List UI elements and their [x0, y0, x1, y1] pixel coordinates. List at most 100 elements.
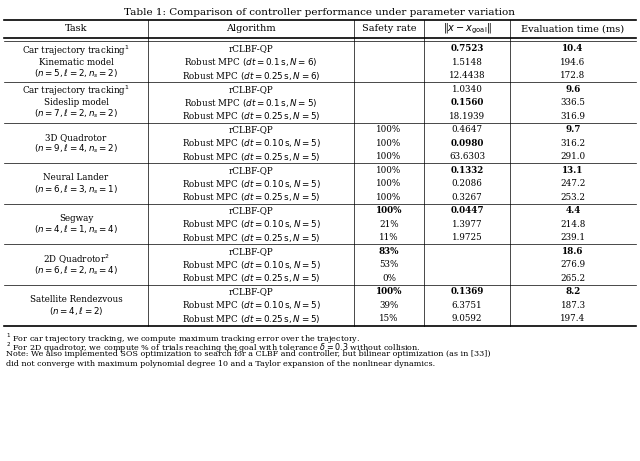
Text: Robust MPC $(dt=0.10\,\mathrm{s}, N=5)$: Robust MPC $(dt=0.10\,\mathrm{s}, N=5)$	[182, 178, 321, 190]
Text: $^1$ For car trajectory tracking, we compute maximum tracking error over the tra: $^1$ For car trajectory tracking, we com…	[6, 331, 360, 346]
Text: Sideslip model: Sideslip model	[44, 98, 109, 107]
Text: rCLBF-QP: rCLBF-QP	[228, 125, 273, 134]
Text: Table 1: Comparison of controller performance under parameter variation: Table 1: Comparison of controller perfor…	[125, 8, 515, 17]
Text: 100%: 100%	[376, 179, 402, 188]
Text: 3D Quadrotor: 3D Quadrotor	[45, 133, 107, 142]
Text: $(n=5, \ell=2, n_s=2)$: $(n=5, \ell=2, n_s=2)$	[34, 67, 118, 80]
Text: 247.2: 247.2	[560, 179, 586, 188]
Text: Satellite Rendezvous: Satellite Rendezvous	[29, 295, 122, 304]
Text: Robust MPC $(dt=0.25\,\mathrm{s}, N=5)$: Robust MPC $(dt=0.25\,\mathrm{s}, N=5)$	[182, 272, 320, 284]
Text: 83%: 83%	[379, 247, 399, 256]
Text: Robust MPC $(dt=0.1\,\mathrm{s}, N=5)$: Robust MPC $(dt=0.1\,\mathrm{s}, N=5)$	[184, 97, 317, 109]
Text: 1.5148: 1.5148	[452, 58, 483, 67]
Text: Robust MPC $(dt=0.10\,\mathrm{s}, N=5)$: Robust MPC $(dt=0.10\,\mathrm{s}, N=5)$	[182, 137, 321, 149]
Text: Robust MPC $(dt=0.25\,\mathrm{s}, N=6)$: Robust MPC $(dt=0.25\,\mathrm{s}, N=6)$	[182, 70, 320, 82]
Text: 18.1939: 18.1939	[449, 112, 485, 121]
Text: $(n=9, \ell=4, n_s=2)$: $(n=9, \ell=4, n_s=2)$	[34, 143, 118, 155]
Text: 0.0447: 0.0447	[451, 206, 484, 215]
Text: Task: Task	[65, 24, 87, 34]
Text: 15%: 15%	[380, 314, 399, 323]
Text: 0%: 0%	[382, 274, 396, 283]
Text: $^2$ For 2D quadrotor, we compute % of trials reaching the goal with tolerance $: $^2$ For 2D quadrotor, we compute % of t…	[6, 341, 420, 355]
Text: Robust MPC $(dt=0.25\,\mathrm{s}, N=5)$: Robust MPC $(dt=0.25\,\mathrm{s}, N=5)$	[182, 110, 320, 122]
Text: $(n=4, \ell=2)$: $(n=4, \ell=2)$	[49, 305, 103, 317]
Text: 100%: 100%	[376, 139, 402, 148]
Text: 214.8: 214.8	[560, 220, 586, 229]
Text: 10.4: 10.4	[563, 44, 584, 53]
Text: Algorithm: Algorithm	[226, 24, 276, 34]
Text: 100%: 100%	[376, 125, 402, 134]
Text: 100%: 100%	[376, 206, 403, 215]
Text: 253.2: 253.2	[561, 193, 586, 202]
Text: Robust MPC $(dt=0.10\,\mathrm{s}, N=5)$: Robust MPC $(dt=0.10\,\mathrm{s}, N=5)$	[182, 218, 321, 230]
Text: Robust MPC $(dt=0.25\,\mathrm{s}, N=5)$: Robust MPC $(dt=0.25\,\mathrm{s}, N=5)$	[182, 232, 320, 244]
Text: $(n=7, \ell=2, n_s=2)$: $(n=7, \ell=2, n_s=2)$	[34, 108, 118, 120]
Text: Robust MPC $(dt=0.25\,\mathrm{s}, N=5)$: Robust MPC $(dt=0.25\,\mathrm{s}, N=5)$	[182, 313, 320, 325]
Text: 1.3977: 1.3977	[452, 220, 483, 229]
Text: 9.0592: 9.0592	[452, 314, 483, 323]
Text: $(n=6, \ell=3, n_s=1)$: $(n=6, \ell=3, n_s=1)$	[34, 183, 118, 196]
Text: 0.0980: 0.0980	[451, 139, 484, 148]
Text: 6.3751: 6.3751	[452, 301, 483, 310]
Text: 0.3267: 0.3267	[452, 193, 483, 202]
Text: rCLBF-QP: rCLBF-QP	[228, 44, 273, 53]
Text: 1.9725: 1.9725	[452, 233, 483, 242]
Text: Car trajectory tracking$^1$: Car trajectory tracking$^1$	[22, 43, 130, 58]
Text: 9.7: 9.7	[565, 125, 580, 134]
Text: 100%: 100%	[376, 193, 402, 202]
Text: 239.1: 239.1	[561, 233, 586, 242]
Text: 53%: 53%	[380, 260, 399, 269]
Text: 0.7523: 0.7523	[451, 44, 484, 53]
Text: 1.0340: 1.0340	[452, 85, 483, 94]
Text: 39%: 39%	[380, 301, 399, 310]
Text: Neural Lander: Neural Lander	[44, 173, 109, 183]
Text: Robust MPC $(dt=0.10\,\mathrm{s}, N=5)$: Robust MPC $(dt=0.10\,\mathrm{s}, N=5)$	[182, 259, 321, 271]
Text: Kinematic model: Kinematic model	[38, 58, 113, 67]
Text: $\|x - x_{\mathrm{goal}}\|$: $\|x - x_{\mathrm{goal}}\|$	[442, 22, 492, 36]
Text: 265.2: 265.2	[561, 274, 586, 283]
Text: did not converge with maximum polynomial degree 10 and a Taylor expansion of the: did not converge with maximum polynomial…	[6, 360, 435, 368]
Text: 172.8: 172.8	[561, 71, 586, 80]
Text: 316.2: 316.2	[561, 139, 586, 148]
Text: 291.0: 291.0	[561, 152, 586, 161]
Text: rCLBF-QP: rCLBF-QP	[228, 287, 273, 296]
Text: 18.6: 18.6	[563, 247, 584, 256]
Text: 9.6: 9.6	[565, 85, 580, 94]
Text: 4.4: 4.4	[565, 206, 580, 215]
Text: 316.9: 316.9	[561, 112, 586, 121]
Text: $(n=4, \ell=1, n_s=4)$: $(n=4, \ell=1, n_s=4)$	[34, 224, 118, 236]
Text: 0.1560: 0.1560	[451, 98, 484, 107]
Text: Safety rate: Safety rate	[362, 24, 416, 34]
Text: 100%: 100%	[376, 287, 403, 296]
Text: 100%: 100%	[376, 166, 402, 175]
Text: 100%: 100%	[376, 152, 402, 161]
Text: 11%: 11%	[379, 233, 399, 242]
Text: $(n=6, \ell=2, n_s=4)$: $(n=6, \ell=2, n_s=4)$	[34, 264, 118, 277]
Text: 0.4647: 0.4647	[451, 125, 483, 134]
Text: 13.1: 13.1	[563, 166, 584, 175]
Text: 194.6: 194.6	[561, 58, 586, 67]
Text: rCLBF-QP: rCLBF-QP	[228, 247, 273, 256]
Text: 2D Quadrotor$^2$: 2D Quadrotor$^2$	[43, 252, 109, 266]
Text: 63.6303: 63.6303	[449, 152, 485, 161]
Text: 8.2: 8.2	[565, 287, 580, 296]
Text: Robust MPC $(dt=0.25\,\mathrm{s}, N=5)$: Robust MPC $(dt=0.25\,\mathrm{s}, N=5)$	[182, 151, 320, 163]
Text: rCLBF-QP: rCLBF-QP	[228, 206, 273, 215]
Text: 187.3: 187.3	[561, 301, 586, 310]
Text: 276.9: 276.9	[561, 260, 586, 269]
Text: rCLBF-QP: rCLBF-QP	[228, 166, 273, 175]
Text: 0.2086: 0.2086	[452, 179, 483, 188]
Text: Car trajectory tracking$^1$: Car trajectory tracking$^1$	[22, 84, 130, 99]
Text: 197.4: 197.4	[561, 314, 586, 323]
Text: Evaluation time (ms): Evaluation time (ms)	[522, 24, 625, 34]
Text: 0.1332: 0.1332	[451, 166, 484, 175]
Text: Robust MPC $(dt=0.25\,\mathrm{s}, N=5)$: Robust MPC $(dt=0.25\,\mathrm{s}, N=5)$	[182, 191, 320, 203]
Text: 0.1369: 0.1369	[451, 287, 484, 296]
Text: 336.5: 336.5	[561, 98, 586, 107]
Text: Segway: Segway	[59, 214, 93, 223]
Text: Note: We also implemented SOS optimization to search for a CLBF and controller, : Note: We also implemented SOS optimizati…	[6, 350, 491, 359]
Text: Robust MPC $(dt=0.10\,\mathrm{s}, N=5)$: Robust MPC $(dt=0.10\,\mathrm{s}, N=5)$	[182, 299, 321, 311]
Text: 21%: 21%	[379, 220, 399, 229]
Text: Robust MPC $(dt=0.1\,\mathrm{s}, N=6)$: Robust MPC $(dt=0.1\,\mathrm{s}, N=6)$	[184, 56, 317, 68]
Text: rCLBF-QP: rCLBF-QP	[228, 85, 273, 94]
